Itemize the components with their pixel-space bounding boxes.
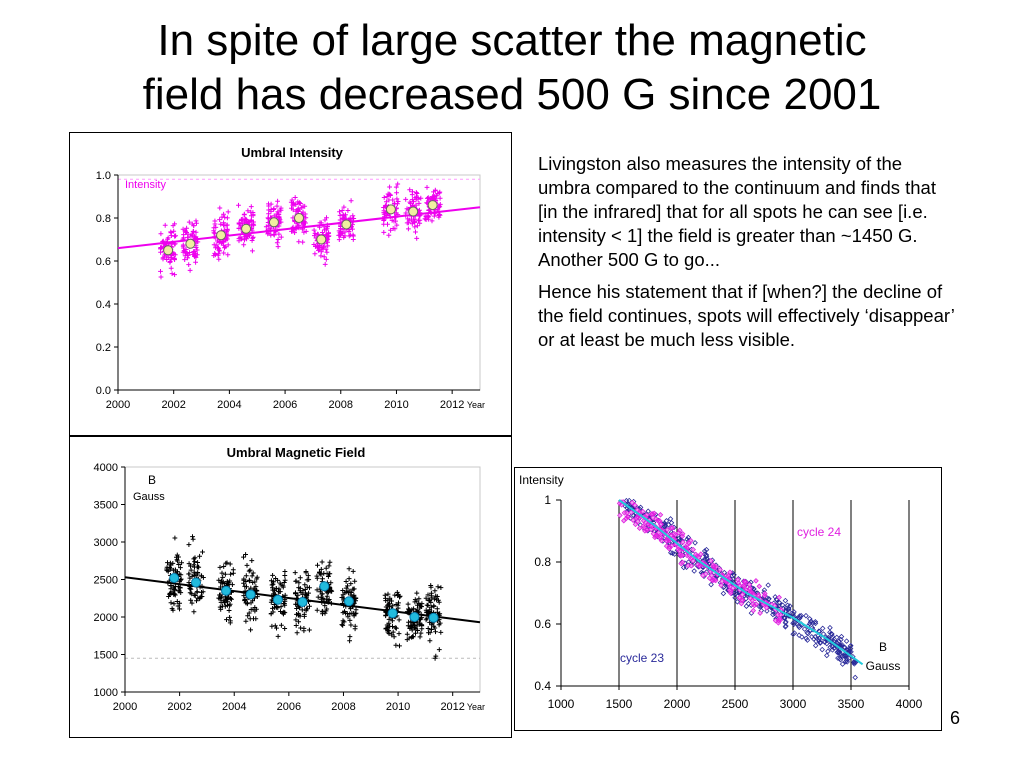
epoch-mean-marker bbox=[316, 234, 327, 245]
x-tick-label: 2010 bbox=[386, 701, 410, 713]
y-tick-label: 0.2 bbox=[96, 342, 111, 354]
intensity-vs-field-chart: Intensity 1000 1500 2000 2500 3000 3500 4000 0.4… bbox=[519, 473, 923, 711]
x-tick-label: 1000 bbox=[548, 697, 575, 711]
y-tick-label: 0.0 bbox=[96, 385, 111, 397]
x-tick-label: 2004 bbox=[222, 701, 246, 713]
title-line-1: In spite of large scatter the magnetic bbox=[157, 16, 867, 65]
series-label: cycle 24 bbox=[797, 525, 841, 539]
intensity-chart-panel: Umbral Intensity 0.0 0.2 0.4 0.6 0.8 1.0 2000 20… bbox=[69, 132, 512, 436]
epoch-mean-marker bbox=[185, 238, 196, 249]
x-tick-label: 3500 bbox=[838, 697, 865, 711]
epoch-mean-marker bbox=[268, 217, 279, 228]
epoch-mean-marker bbox=[343, 596, 354, 607]
x-tick-label: 2000 bbox=[664, 697, 691, 711]
y-tick-label: 0.8 bbox=[534, 555, 551, 569]
y-tick-label: 1 bbox=[544, 493, 551, 507]
x-tick-label: 2012 bbox=[440, 701, 464, 713]
title-line-2: field has decreased 500 G since 2001 bbox=[142, 70, 882, 119]
x-tick-label: 2008 bbox=[331, 701, 355, 713]
x-tick-label: 2010 bbox=[384, 399, 408, 411]
slide-number: 6 bbox=[950, 708, 961, 728]
epoch-mean-marker bbox=[319, 581, 330, 592]
x-axis-label: Year bbox=[467, 400, 485, 410]
series-unit: Gauss bbox=[133, 491, 165, 503]
y-tick-label: 2500 bbox=[94, 575, 118, 587]
plot-area bbox=[117, 174, 481, 391]
y-tick-label: 3500 bbox=[94, 500, 118, 512]
y-tick-label: 2000 bbox=[94, 612, 118, 624]
y-tick-label: 0.8 bbox=[96, 213, 111, 225]
x-tick-label: 2004 bbox=[217, 399, 241, 411]
umbral-magnetic-field-chart: Umbral Magnetic Field 1000 1500 2000 2500 300… bbox=[94, 445, 485, 713]
epoch-mean-marker bbox=[427, 200, 438, 211]
magnetic-field-chart-panel: Umbral Magnetic Field 1000 1500 2000 2500 300… bbox=[69, 436, 512, 738]
epoch-mean-marker bbox=[241, 223, 252, 234]
x-tick-label: 1500 bbox=[606, 697, 633, 711]
x-tick-label: 2008 bbox=[329, 399, 353, 411]
x-tick-label: 3000 bbox=[780, 697, 807, 711]
chart-title: Umbral Intensity bbox=[241, 145, 344, 160]
series-label: Intensity bbox=[125, 179, 166, 191]
x-tick-label: 4000 bbox=[896, 697, 923, 711]
x-axis-label: B bbox=[879, 640, 887, 654]
epoch-mean-marker bbox=[245, 589, 256, 600]
y-tick-label: 4000 bbox=[94, 462, 118, 474]
epoch-mean-marker bbox=[216, 230, 227, 241]
x-tick-label: 2002 bbox=[167, 701, 191, 713]
x-tick-label: 2002 bbox=[161, 399, 185, 411]
commentary-text: Livingston also measures the intensity o… bbox=[538, 152, 958, 360]
umbral-intensity-chart: Umbral Intensity 0.0 0.2 0.4 0.6 0.8 1.0 2000 20… bbox=[96, 145, 485, 411]
commentary-paragraph-1: Livingston also measures the intensity o… bbox=[538, 153, 936, 270]
y-tick-label: 0.6 bbox=[534, 617, 551, 631]
x-axis-label: Year bbox=[467, 702, 485, 712]
epoch-mean-marker bbox=[387, 608, 398, 619]
chart-title: Umbral Magnetic Field bbox=[227, 445, 366, 460]
y-tick-label: 0.4 bbox=[96, 299, 111, 311]
epoch-mean-marker bbox=[341, 219, 352, 230]
epoch-mean-marker bbox=[221, 585, 232, 596]
epoch-mean-marker bbox=[409, 612, 420, 622]
y-tick-label: 0.6 bbox=[96, 256, 111, 268]
intensity-vs-field-chart-panel: Intensity 1000 1500 2000 2500 3000 3500 4000 0.4… bbox=[514, 467, 942, 731]
epoch-mean-marker bbox=[408, 206, 419, 217]
x-tick-label: 2012 bbox=[440, 399, 464, 411]
epoch-mean-marker bbox=[163, 245, 174, 256]
slide-title: In spite of large scatter the magnetic f… bbox=[0, 14, 1024, 122]
x-tick-label: 2000 bbox=[113, 701, 137, 713]
x-tick-label: 2006 bbox=[273, 399, 297, 411]
x-tick-label: 2006 bbox=[277, 701, 301, 713]
y-tick-label: 0.4 bbox=[534, 679, 551, 693]
epoch-mean-marker bbox=[385, 204, 396, 215]
data-points bbox=[158, 181, 443, 280]
series-label: cycle 23 bbox=[620, 651, 664, 665]
epoch-mean-marker bbox=[169, 573, 180, 583]
y-tick-label: 1000 bbox=[94, 687, 118, 699]
x-axis-unit: Gauss bbox=[866, 659, 901, 673]
epoch-mean-marker bbox=[428, 612, 439, 623]
epoch-mean-marker bbox=[272, 594, 283, 605]
y-tick-label: 1.0 bbox=[96, 170, 111, 182]
y-tick-label: 1500 bbox=[94, 650, 118, 662]
series-label: B bbox=[148, 473, 156, 487]
x-tick-label: 2000 bbox=[106, 399, 130, 411]
epoch-mean-marker bbox=[294, 213, 304, 223]
y-tick-label: 3000 bbox=[94, 537, 118, 549]
y-axis-label: Intensity bbox=[519, 473, 564, 487]
epoch-mean-marker bbox=[297, 597, 308, 607]
fit-line bbox=[618, 499, 864, 666]
x-tick-label: 2500 bbox=[722, 697, 749, 711]
trend-line bbox=[117, 206, 481, 250]
epoch-mean-marker bbox=[191, 577, 201, 588]
commentary-paragraph-2: Hence his statement that if [when?] the … bbox=[538, 281, 955, 350]
